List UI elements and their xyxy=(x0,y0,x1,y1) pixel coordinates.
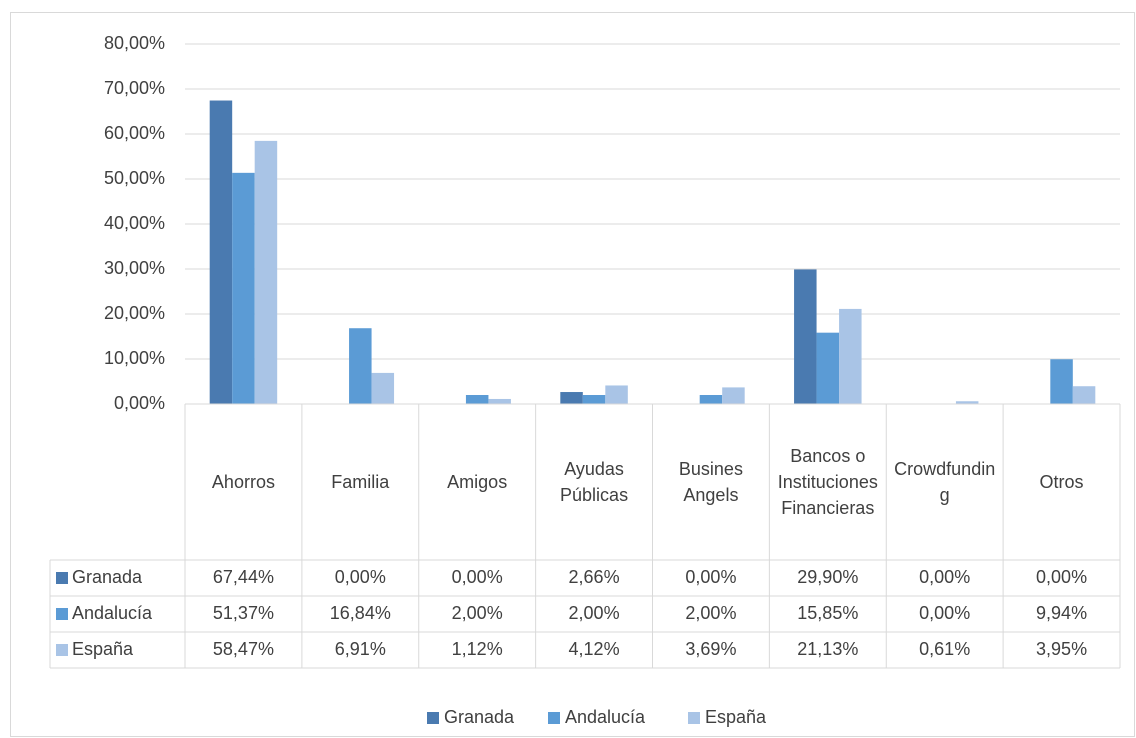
legend-key xyxy=(56,572,68,584)
table-cell: 2,00% xyxy=(452,603,503,623)
bar xyxy=(816,332,840,404)
bar xyxy=(371,372,395,404)
bar xyxy=(794,269,817,404)
category-cell: Familia xyxy=(302,404,419,560)
bar xyxy=(232,172,255,404)
row-header: Andalucía xyxy=(72,603,153,623)
y-tick-label: 50,00% xyxy=(104,168,165,188)
category-label-box: Ayudas Públicas xyxy=(536,404,653,560)
table-cell: 0,00% xyxy=(685,567,736,587)
table-cell: 2,00% xyxy=(685,603,736,623)
x-tick-label: Ahorros xyxy=(211,472,275,492)
category-cell: Crowdfunding xyxy=(886,404,1003,560)
table-cell: 0,00% xyxy=(335,567,386,587)
bar xyxy=(465,395,489,404)
category-cell: Ayudas Públicas xyxy=(536,404,653,560)
legend-swatch xyxy=(427,712,439,724)
category-cell: Busines Angels xyxy=(653,404,770,560)
bar xyxy=(349,328,372,404)
legend-key xyxy=(56,644,68,656)
category-label-box: Amigos xyxy=(419,404,536,560)
bar xyxy=(839,308,862,404)
table-cell: 9,94% xyxy=(1036,603,1087,623)
table-cell: 15,85% xyxy=(797,603,858,623)
table-cell: 2,66% xyxy=(569,567,620,587)
table-cell: 0,00% xyxy=(919,603,970,623)
bar xyxy=(488,398,511,404)
table-cell: 3,95% xyxy=(1036,639,1087,659)
table-cell: 16,84% xyxy=(330,603,391,623)
bar xyxy=(1050,359,1073,404)
table-cell: 4,12% xyxy=(569,639,620,659)
table-cell: 6,91% xyxy=(335,639,386,659)
table-cell: 2,00% xyxy=(569,603,620,623)
y-tick-label: 0,00% xyxy=(114,393,165,413)
table-cell: 0,00% xyxy=(919,567,970,587)
table-cell: 0,00% xyxy=(452,567,503,587)
bar xyxy=(1072,386,1096,404)
legend-key xyxy=(56,608,68,620)
x-tick-label: Crowdfunding xyxy=(894,459,996,505)
legend-swatch xyxy=(688,712,700,724)
bar xyxy=(582,395,606,404)
y-tick-label: 30,00% xyxy=(104,258,165,278)
legend-label: Andalucía xyxy=(565,707,646,727)
category-label-box: Otros xyxy=(1003,404,1120,560)
category-label-box: Ahorros xyxy=(185,404,302,560)
category-cell: Bancos o Instituciones Financieras xyxy=(769,404,886,560)
table-cell: 51,37% xyxy=(213,603,274,623)
table-cell: 0,00% xyxy=(1036,567,1087,587)
table-cell: 0,61% xyxy=(919,639,970,659)
y-tick-label: 70,00% xyxy=(104,78,165,98)
bar xyxy=(722,387,745,404)
category-cell: Amigos xyxy=(419,404,536,560)
bar xyxy=(254,140,278,404)
table-cell: 3,69% xyxy=(685,639,736,659)
legend-label: Granada xyxy=(444,707,515,727)
category-cell: Ahorros xyxy=(185,404,302,560)
category-label-box: Familia xyxy=(302,404,419,560)
bar xyxy=(699,395,723,404)
x-tick-label: Familia xyxy=(331,472,390,492)
legend-swatch xyxy=(548,712,560,724)
table-cell: 58,47% xyxy=(213,639,274,659)
legend-label: España xyxy=(705,707,767,727)
x-tick-label: Bancos o Instituciones Financieras xyxy=(777,446,878,518)
bar xyxy=(955,401,979,404)
row-header: Granada xyxy=(72,567,143,587)
row-header: España xyxy=(72,639,134,659)
y-tick-label: 20,00% xyxy=(104,303,165,323)
x-tick-label: Amigos xyxy=(447,472,508,492)
category-label-box: Crowdfunding xyxy=(886,404,1003,560)
chart-border xyxy=(10,12,1135,737)
x-tick-label: Busines Angels xyxy=(678,459,743,505)
y-tick-label: 80,00% xyxy=(104,33,165,53)
category-label-box: Busines Angels xyxy=(653,404,770,560)
category-label-box: Bancos o Instituciones Financieras xyxy=(769,404,886,560)
table-cell: 1,12% xyxy=(452,639,503,659)
table-cell: 29,90% xyxy=(797,567,858,587)
bar xyxy=(605,385,628,404)
y-tick-label: 10,00% xyxy=(104,348,165,368)
y-tick-label: 60,00% xyxy=(104,123,165,143)
category-cell: Otros xyxy=(1003,404,1120,560)
table-cell: 21,13% xyxy=(797,639,858,659)
y-tick-label: 40,00% xyxy=(104,213,165,233)
x-tick-label: Ayudas Públicas xyxy=(560,459,629,505)
table-cell: 67,44% xyxy=(213,567,274,587)
bar xyxy=(209,100,233,405)
bar xyxy=(560,392,583,404)
x-tick-label: Otros xyxy=(1039,472,1084,492)
